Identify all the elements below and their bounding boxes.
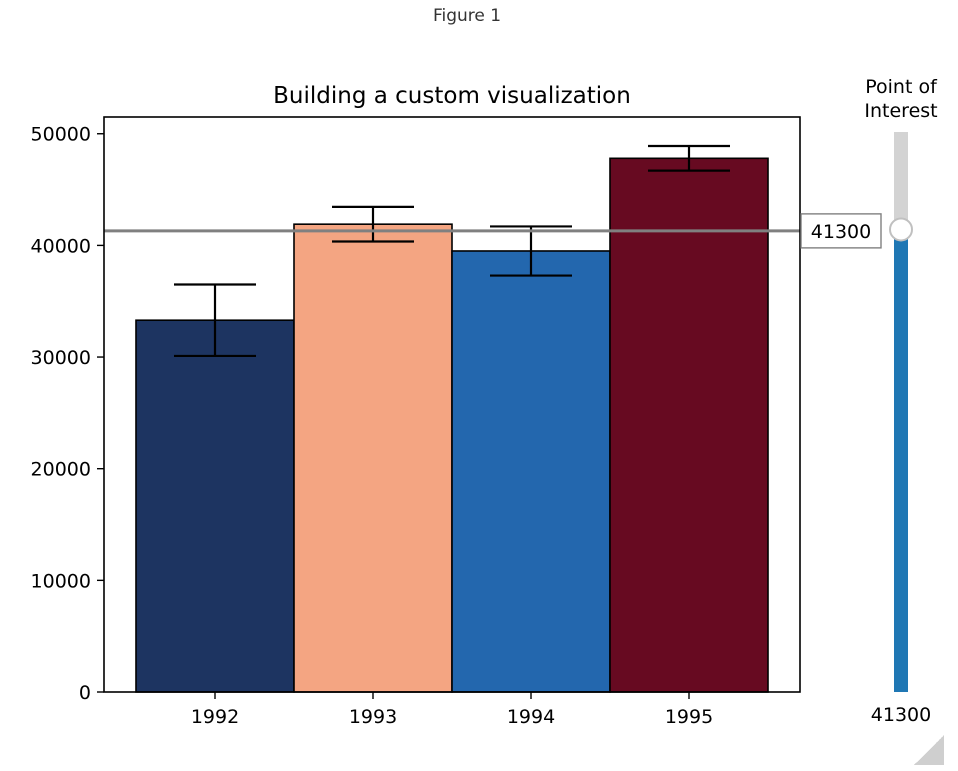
poi-value-box-frame [800, 213, 882, 249]
bar-1992 [135, 319, 295, 693]
slider-value-label: 41300 [871, 704, 931, 726]
poi-slider[interactable]: Point of Interest 41300 [864, 76, 938, 726]
y-tick-label: 0 [79, 682, 91, 704]
y-tick-label: 50000 [31, 124, 91, 146]
slider-title-line2: Interest [864, 100, 937, 122]
errorbars-group [174, 144, 730, 358]
slider-title-line1: Point of [865, 76, 938, 98]
y-tick-label: 20000 [31, 459, 91, 481]
poi-value-label: 41300 [811, 221, 871, 243]
slider-handle[interactable] [889, 217, 913, 242]
window-resize-grip[interactable] [914, 735, 944, 765]
y-tick-label: 40000 [31, 235, 91, 257]
y-axis-ticks: 0 10000 20000 30000 40000 50000 [31, 124, 104, 704]
bar-1995 [609, 157, 769, 693]
x-tick-label: 1993 [349, 706, 397, 728]
slider-fill[interactable] [894, 229, 908, 692]
axes-frame [103, 116, 801, 693]
poi-value-box: 41300 [800, 213, 882, 249]
x-axis-ticks: 1992 1993 1994 1995 [191, 692, 713, 728]
bars-group [135, 157, 769, 693]
bar-1994 [451, 250, 611, 693]
x-tick-label: 1995 [665, 706, 713, 728]
bar-1993 [293, 223, 453, 693]
chart-title: Building a custom visualization [273, 83, 631, 109]
x-tick-label: 1992 [191, 706, 239, 728]
x-tick-label: 1994 [507, 706, 555, 728]
figure-title: Figure 1 [432, 6, 502, 26]
y-tick-label: 30000 [31, 347, 91, 369]
y-tick-label: 10000 [31, 570, 91, 592]
